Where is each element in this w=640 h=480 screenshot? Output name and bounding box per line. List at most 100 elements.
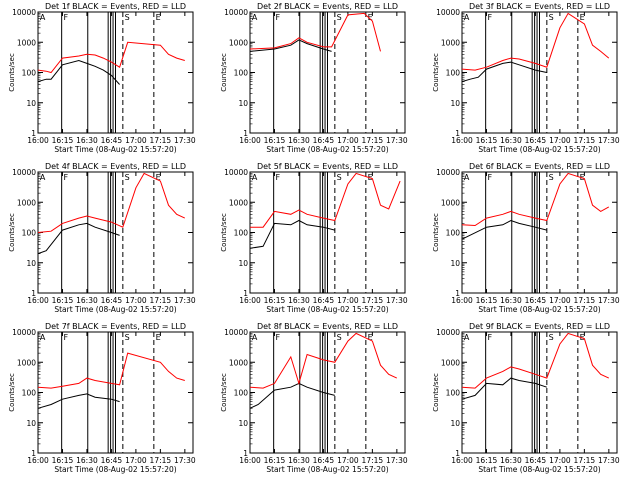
x-tick-label: 17:15 xyxy=(574,136,596,145)
y-tick-label: 1000 xyxy=(17,358,36,367)
y-tick-label: 1000 xyxy=(441,198,460,207)
series-line-lld xyxy=(249,332,398,389)
x-axis-label: Start Time (08-Aug-02 15:57:20) xyxy=(54,305,176,314)
y-tick-label: 1000 xyxy=(441,38,460,47)
x-tick-label: 17:00 xyxy=(549,456,571,465)
x-tick-label: 16:15 xyxy=(52,296,74,305)
x-axis-label: Start Time (08-Aug-02 15:57:20) xyxy=(54,465,176,474)
event-marker: S xyxy=(337,13,342,22)
x-tick-label: 17:00 xyxy=(337,456,359,465)
x-tick-label: 17:15 xyxy=(150,296,172,305)
y-tick-label: 10000 xyxy=(224,328,248,337)
event-marker: F xyxy=(487,173,492,182)
chart-panel-6: Det 6f BLACK = Events, RED = LLD 1 10 100 10… xyxy=(432,162,620,314)
series-line-lld xyxy=(249,12,381,52)
y-tick-label: 100 xyxy=(446,229,461,238)
y-tick-label: 100 xyxy=(22,69,37,78)
x-tick-label: 17:00 xyxy=(337,136,359,145)
x-axis-label: Start Time (08-Aug-02 15:57:20) xyxy=(54,145,176,154)
x-tick-label: 16:30 xyxy=(76,136,98,145)
y-tick-label: 10000 xyxy=(12,328,36,337)
y-tick-label: 1000 xyxy=(229,198,248,207)
y-tick-label: 10000 xyxy=(436,328,460,337)
y-tick-label: 100 xyxy=(446,69,461,78)
x-tick-label: 17:30 xyxy=(386,136,408,145)
series-line-events xyxy=(249,39,332,52)
y-axis-label: Counts/sec xyxy=(220,213,228,252)
x-tick-label: 17:15 xyxy=(362,456,384,465)
series-line-events xyxy=(461,61,547,83)
x-axis-label: Start Time (08-Aug-02 15:57:20) xyxy=(266,305,388,314)
x-tick-label: 16:45 xyxy=(313,136,335,145)
event-marker: E xyxy=(368,333,373,342)
y-tick-label: 100 xyxy=(234,389,249,398)
series-line-events xyxy=(461,377,547,400)
x-tick-label: 17:30 xyxy=(598,136,620,145)
y-tick-label: 10 xyxy=(238,419,248,428)
chart-title: Det 4f BLACK = Events, RED = LLD xyxy=(45,162,186,171)
event-marker: A xyxy=(40,173,46,182)
y-axis-label: Counts/sec xyxy=(432,373,440,412)
y-tick-label: 100 xyxy=(234,229,249,238)
chart-panel-3: Det 3f BLACK = Events, RED = LLD 1 10 100 10… xyxy=(432,2,620,154)
series-line-lld xyxy=(461,332,610,389)
x-tick-label: 17:30 xyxy=(174,136,196,145)
y-axis-label: Counts/sec xyxy=(220,373,228,412)
y-tick-label: 10000 xyxy=(12,168,36,177)
y-tick-label: 10 xyxy=(450,419,460,428)
event-marker: A xyxy=(40,13,46,22)
y-tick-label: 1 xyxy=(31,449,36,458)
y-tick-label: 10 xyxy=(26,419,36,428)
event-marker: S xyxy=(125,173,130,182)
x-tick-label: 16:00 xyxy=(451,456,473,465)
x-axis-label: Start Time (08-Aug-02 15:57:20) xyxy=(478,305,600,314)
y-tick-label: 1 xyxy=(455,449,460,458)
x-tick-label: 16:00 xyxy=(451,136,473,145)
chart-panel-2: Det 2f BLACK = Events, RED = LLD 1 10 100 10… xyxy=(220,2,408,154)
y-axis-label: Counts/sec xyxy=(220,53,228,92)
x-tick-label: 16:00 xyxy=(27,296,49,305)
x-tick-label: 17:00 xyxy=(125,296,147,305)
y-tick-label: 10000 xyxy=(224,168,248,177)
x-tick-label: 16:15 xyxy=(52,456,74,465)
x-tick-label: 16:45 xyxy=(525,456,547,465)
x-tick-label: 17:00 xyxy=(125,136,147,145)
x-tick-label: 16:30 xyxy=(288,456,310,465)
y-tick-label: 1 xyxy=(243,289,248,298)
event-marker: S xyxy=(549,333,554,342)
x-tick-label: 16:30 xyxy=(288,296,310,305)
event-marker: A xyxy=(252,13,258,22)
y-tick-label: 10 xyxy=(26,99,36,108)
y-tick-label: 10000 xyxy=(12,8,36,17)
x-tick-label: 16:00 xyxy=(27,456,49,465)
x-tick-label: 17:30 xyxy=(598,456,620,465)
x-tick-label: 17:30 xyxy=(386,296,408,305)
x-tick-label: 16:15 xyxy=(264,296,286,305)
x-tick-label: 17:15 xyxy=(362,136,384,145)
x-axis-label: Start Time (08-Aug-02 15:57:20) xyxy=(478,465,600,474)
series-line-events xyxy=(37,222,120,255)
y-tick-label: 1 xyxy=(243,449,248,458)
chart-title: Det 1f BLACK = Events, RED = LLD xyxy=(45,2,186,11)
x-tick-label: 16:15 xyxy=(476,136,498,145)
y-tick-label: 1 xyxy=(243,129,248,138)
x-tick-label: 16:00 xyxy=(239,136,261,145)
x-tick-label: 16:15 xyxy=(264,456,286,465)
chart-title: Det 3f BLACK = Events, RED = LLD xyxy=(469,2,610,11)
x-axis-label: Start Time (08-Aug-02 15:57:20) xyxy=(266,465,388,474)
x-tick-label: 16:30 xyxy=(500,136,522,145)
chart-panel-8: Det 8f BLACK = Events, RED = LLD 1 10 100 10… xyxy=(220,322,408,474)
event-marker: S xyxy=(549,13,554,22)
series-line-events xyxy=(461,219,547,240)
y-tick-label: 10 xyxy=(26,259,36,268)
x-tick-label: 17:00 xyxy=(125,456,147,465)
event-marker: F xyxy=(63,13,68,22)
y-tick-label: 1000 xyxy=(229,38,248,47)
chart-title: Det 7f BLACK = Events, RED = LLD xyxy=(45,322,186,331)
chart-panel-1: Det 1f BLACK = Events, RED = LLD 1 10 100 10… xyxy=(8,2,196,154)
event-marker: E xyxy=(156,333,161,342)
event-marker: A xyxy=(40,333,46,342)
x-tick-label: 16:15 xyxy=(476,456,498,465)
x-tick-label: 17:00 xyxy=(549,136,571,145)
